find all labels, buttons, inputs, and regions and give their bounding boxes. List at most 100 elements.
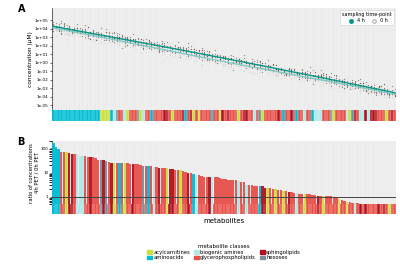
Point bbox=[92, 31, 99, 35]
Point bbox=[310, 77, 316, 81]
Point bbox=[362, 88, 369, 93]
Point bbox=[56, 29, 62, 33]
Point bbox=[79, 29, 86, 33]
Point bbox=[230, 67, 236, 72]
Point bbox=[386, 89, 392, 93]
Bar bbox=[145, 166, 147, 264]
Bar bbox=[203, 110, 206, 121]
Point bbox=[138, 43, 144, 48]
Point bbox=[251, 64, 258, 68]
Point bbox=[338, 78, 345, 83]
Bar bbox=[391, 204, 393, 214]
Point bbox=[161, 52, 168, 56]
Point bbox=[50, 26, 56, 31]
Point bbox=[360, 79, 366, 83]
Point bbox=[283, 72, 289, 76]
Point bbox=[352, 80, 358, 84]
Point bbox=[354, 86, 361, 90]
Point bbox=[270, 67, 276, 72]
Point bbox=[103, 30, 110, 35]
Point bbox=[127, 39, 133, 43]
Point bbox=[151, 50, 157, 55]
Point bbox=[264, 66, 271, 70]
Point bbox=[122, 41, 128, 45]
Point bbox=[235, 57, 242, 61]
Bar bbox=[340, 200, 343, 264]
Bar bbox=[94, 110, 97, 121]
Point bbox=[90, 28, 96, 32]
Bar bbox=[367, 110, 370, 121]
Point bbox=[50, 20, 56, 25]
Point bbox=[92, 32, 99, 36]
Bar bbox=[214, 204, 216, 214]
Point bbox=[153, 46, 160, 50]
Point bbox=[323, 81, 329, 85]
Bar bbox=[348, 204, 351, 214]
Point bbox=[190, 53, 197, 57]
Bar bbox=[211, 204, 214, 214]
Point bbox=[198, 57, 205, 61]
Bar bbox=[288, 192, 290, 264]
Bar bbox=[391, 110, 393, 121]
Point bbox=[235, 60, 242, 65]
Bar bbox=[124, 110, 126, 121]
Point bbox=[172, 53, 178, 58]
Point bbox=[79, 31, 86, 35]
Point bbox=[185, 41, 192, 45]
Point bbox=[228, 57, 234, 61]
Bar bbox=[155, 110, 158, 121]
Point bbox=[214, 57, 220, 61]
Point bbox=[267, 63, 274, 68]
Bar bbox=[160, 110, 163, 121]
Point bbox=[114, 37, 120, 41]
Point bbox=[56, 29, 62, 33]
Point bbox=[87, 36, 94, 40]
Point bbox=[243, 61, 250, 65]
Point bbox=[196, 56, 202, 60]
Point bbox=[328, 78, 334, 83]
Point bbox=[92, 32, 99, 36]
Point bbox=[349, 87, 356, 92]
Point bbox=[100, 36, 107, 40]
Point bbox=[50, 27, 56, 31]
Point bbox=[338, 81, 345, 85]
Point bbox=[148, 40, 154, 44]
Point bbox=[172, 50, 178, 55]
Point bbox=[140, 44, 146, 48]
Point bbox=[108, 31, 115, 36]
Bar bbox=[306, 110, 309, 121]
Point bbox=[336, 78, 342, 82]
Point bbox=[275, 69, 282, 73]
Point bbox=[106, 35, 112, 40]
Point bbox=[267, 67, 274, 71]
Point bbox=[270, 68, 276, 72]
Point bbox=[283, 72, 289, 76]
Bar bbox=[309, 110, 311, 121]
Point bbox=[180, 47, 186, 51]
Point bbox=[212, 54, 218, 58]
Point bbox=[84, 36, 91, 40]
Bar bbox=[362, 110, 364, 121]
Point bbox=[185, 52, 192, 56]
Point bbox=[336, 79, 342, 84]
Point bbox=[220, 54, 226, 58]
Point bbox=[365, 91, 372, 95]
Bar bbox=[272, 110, 274, 121]
Bar bbox=[132, 164, 134, 264]
Point bbox=[243, 58, 250, 62]
Point bbox=[145, 43, 152, 47]
Point bbox=[201, 53, 207, 57]
Point bbox=[384, 89, 390, 93]
Bar bbox=[282, 204, 285, 214]
Point bbox=[225, 62, 231, 66]
Point bbox=[166, 52, 173, 56]
Point bbox=[161, 49, 168, 53]
Point bbox=[315, 76, 321, 81]
Bar bbox=[335, 110, 338, 121]
Point bbox=[164, 43, 170, 48]
Point bbox=[233, 60, 239, 64]
Point bbox=[140, 44, 146, 48]
Bar bbox=[322, 196, 324, 264]
Point bbox=[336, 79, 342, 83]
Point bbox=[283, 74, 289, 78]
